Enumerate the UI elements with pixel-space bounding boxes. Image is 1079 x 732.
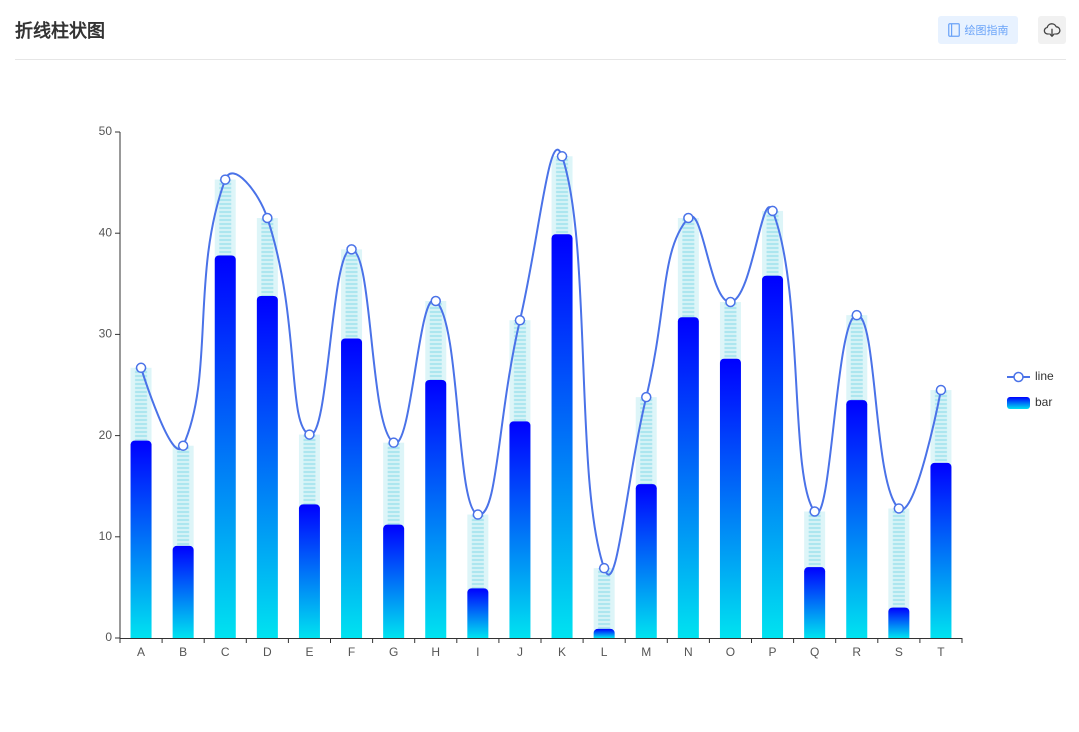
bar-o xyxy=(719,358,741,638)
x-tick-label: A xyxy=(137,645,145,659)
bar-m xyxy=(635,484,657,638)
line-point-i xyxy=(472,509,484,520)
line-point-d xyxy=(262,212,273,224)
y-tick-label: 10 xyxy=(99,529,113,543)
line-point-o xyxy=(725,296,736,308)
bar-s xyxy=(888,607,910,638)
x-tick-label: O xyxy=(726,645,735,659)
bar-series xyxy=(130,234,952,639)
line-point-g xyxy=(388,437,399,448)
x-tick-label: H xyxy=(431,645,440,659)
bar-a xyxy=(130,440,152,638)
x-tick-label: C xyxy=(221,645,230,659)
line-point-l xyxy=(598,562,610,574)
bar-t xyxy=(930,462,952,638)
page-title: 折线柱状图 xyxy=(15,21,105,41)
x-tick-label: M xyxy=(641,645,651,659)
drawing-guide-label: 绘图指南 xyxy=(964,25,1009,37)
line-point-p xyxy=(767,205,778,217)
legend-circle-icon xyxy=(1013,371,1024,383)
legend-item-bar[interactable]: bar xyxy=(1007,395,1052,409)
x-tick-label: G xyxy=(389,645,398,659)
legend: line bar xyxy=(1007,369,1054,409)
x-tick-label: L xyxy=(601,645,608,659)
legend-label: bar xyxy=(1035,395,1052,409)
axes: 0 10 20 30 40 50 A B C D E F G H I J K L M N O P Q R S T xyxy=(99,124,963,659)
x-tick-label: P xyxy=(769,645,777,659)
x-tick-label: S xyxy=(895,645,903,659)
bar-f xyxy=(341,338,363,638)
x-tick-label: T xyxy=(937,645,945,659)
x-tick-label: J xyxy=(517,645,523,659)
line-point-m xyxy=(641,391,652,403)
x-tick-label: E xyxy=(305,645,313,659)
page-header: 折线柱状图 绘图指南 xyxy=(0,0,1079,59)
bar-q xyxy=(804,567,826,638)
x-tick-label: Q xyxy=(810,645,819,659)
dotted-column-s xyxy=(888,508,910,638)
bar-c xyxy=(214,255,236,639)
x-tick-label: R xyxy=(852,645,861,659)
y-tick-label: 40 xyxy=(99,225,113,239)
line-point-e xyxy=(304,429,315,440)
line-point-s xyxy=(893,503,905,514)
y-tick-label: 30 xyxy=(99,327,113,341)
bar-k xyxy=(551,234,573,638)
bar-i xyxy=(467,588,489,638)
x-tick-label: F xyxy=(348,645,355,659)
bar-n xyxy=(677,317,699,638)
line-point-n xyxy=(683,212,694,224)
line-point-r xyxy=(851,309,862,321)
x-tick-label: I xyxy=(476,645,479,659)
y-tick-label: 20 xyxy=(99,428,113,442)
line-background-layer xyxy=(130,156,952,638)
x-tick-label: D xyxy=(263,645,272,659)
bar-p xyxy=(762,275,784,638)
header-divider xyxy=(15,59,1066,60)
line-point-h xyxy=(430,295,441,307)
line-markers xyxy=(135,151,947,574)
legend-bar-icon xyxy=(1007,397,1030,409)
bar-j xyxy=(509,421,531,638)
line-point-j xyxy=(514,314,526,326)
line-series-path xyxy=(140,148,942,576)
line-point-t xyxy=(935,384,947,396)
cloud-download-icon xyxy=(1043,22,1061,38)
drawing-guide-button[interactable]: 绘图指南 xyxy=(938,16,1018,44)
x-tick-label: N xyxy=(684,645,693,659)
y-tick-label: 50 xyxy=(99,124,113,138)
bar-g xyxy=(383,524,405,638)
bar-h xyxy=(425,379,447,638)
bar-l xyxy=(593,628,615,638)
legend-label: line xyxy=(1035,369,1054,383)
line-point-b xyxy=(177,440,189,451)
notebook-icon xyxy=(947,23,960,37)
x-tick-label: B xyxy=(179,645,187,659)
x-tick-label: K xyxy=(558,645,566,659)
bar-r xyxy=(846,400,868,638)
bar-d xyxy=(256,295,278,638)
line-point-f xyxy=(346,244,357,255)
line-point-a xyxy=(135,362,147,374)
line-point-k xyxy=(556,151,568,162)
bar-e xyxy=(298,504,320,638)
download-button[interactable] xyxy=(1038,16,1066,44)
legend-item-line[interactable]: line xyxy=(1007,369,1054,383)
line-point-c xyxy=(220,174,231,185)
bar-b xyxy=(172,545,194,638)
line-point-q xyxy=(809,506,820,517)
y-tick-label: 0 xyxy=(105,630,112,644)
dotted-column-l xyxy=(593,568,615,638)
